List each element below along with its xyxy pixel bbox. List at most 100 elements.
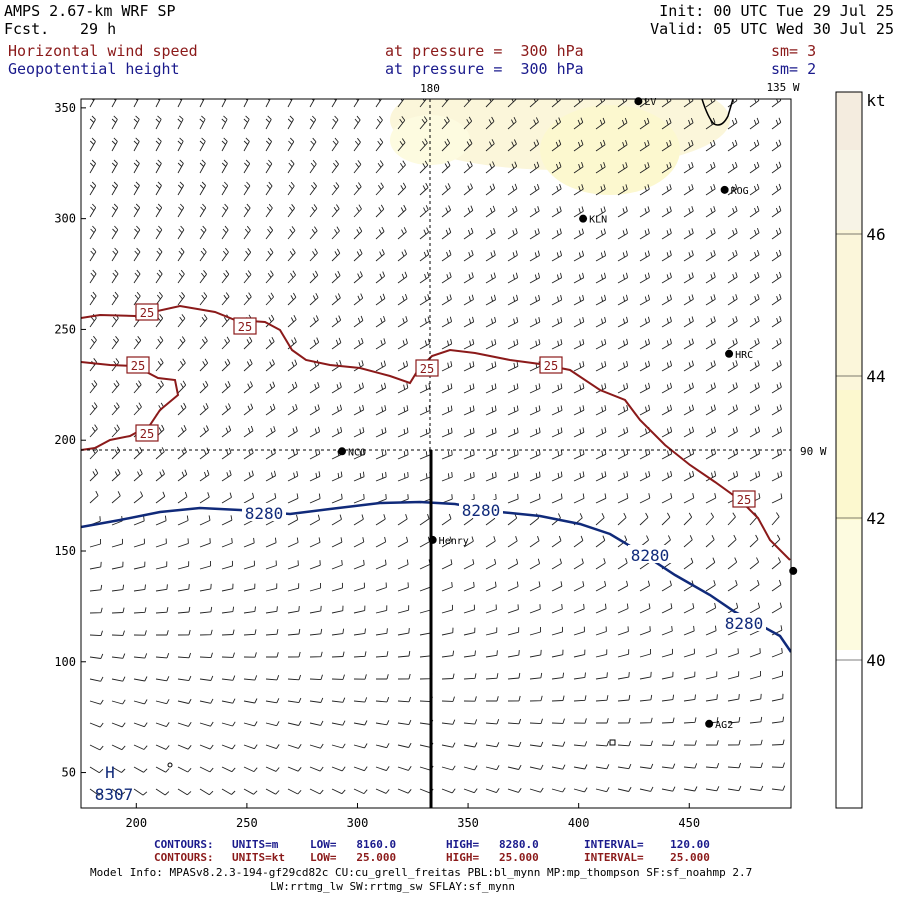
wind-barb (639, 694, 653, 702)
wind-barb (596, 718, 609, 724)
wind-barb (265, 698, 280, 704)
wind-barb (375, 338, 386, 350)
wind-barb (309, 605, 322, 614)
wind-barb (485, 205, 496, 218)
wind-barb (595, 580, 607, 592)
footer-interval-1: INTERVAL= 120.00 (584, 838, 710, 851)
wind-barb (595, 117, 606, 130)
wind-barb (133, 744, 148, 750)
wind-barb (485, 449, 497, 460)
wind-barb (397, 138, 406, 152)
wind-barb (111, 584, 125, 592)
wind-barb (221, 336, 230, 350)
wind-barb (661, 117, 672, 130)
wind-barb (177, 292, 185, 306)
wind-barb (199, 744, 214, 750)
wind-barb (309, 337, 320, 350)
wind-barb (749, 382, 760, 394)
wind-barb (243, 137, 250, 152)
wind-barb (243, 583, 256, 592)
wind-barb (309, 226, 318, 240)
wind-barb (529, 117, 539, 130)
wind-barb (683, 139, 694, 152)
wind-barb (727, 426, 738, 438)
wind-barb (529, 317, 541, 328)
wind-barb (705, 580, 716, 592)
wind-barb (331, 674, 345, 680)
wind-barb (331, 382, 342, 394)
wind-barb (89, 269, 97, 284)
wind-barb (375, 138, 384, 152)
wind-barb (89, 335, 97, 350)
wind-barb (155, 159, 162, 174)
wind-barb (199, 336, 208, 350)
wind-barb (419, 227, 430, 240)
wind-barb (287, 743, 302, 749)
wind-barb (573, 250, 585, 262)
wind-barb (617, 184, 628, 196)
station-dot (337, 447, 346, 456)
wind-barb (485, 650, 498, 658)
wind-barb (155, 225, 163, 240)
wind-barb (661, 140, 672, 152)
wind-barb (683, 360, 694, 372)
wind-barb (353, 115, 361, 130)
wind-barb (749, 579, 760, 592)
wind-barb (485, 161, 495, 174)
wind-barb (375, 226, 385, 240)
wind-barb (551, 695, 565, 702)
speed-contours (81, 304, 791, 561)
wind-barb (485, 742, 500, 748)
wind-barb (573, 493, 585, 504)
wind-barb (507, 383, 519, 394)
wind-barb (507, 787, 522, 793)
forecast-label: Fcst. (4, 20, 50, 38)
contour-labels: 25 25 25 25 25 25 25 8280 8280 8280 8280 (126, 303, 766, 633)
wind-barb (639, 140, 650, 152)
wind-barb (573, 449, 585, 460)
wind-barb (639, 448, 651, 460)
speed-label-box (233, 317, 257, 335)
wind-barb (551, 787, 566, 793)
wind-barb (771, 762, 785, 768)
wind-barb (683, 470, 695, 482)
station-dot (789, 566, 798, 575)
height-label-bg (628, 545, 672, 563)
wind-barb (155, 788, 170, 796)
wind-barb (331, 582, 343, 592)
wind-barb (573, 294, 585, 306)
wind-barb (661, 626, 673, 636)
wind-barb (177, 203, 185, 218)
wind-barb (265, 426, 276, 438)
wind-barb (243, 537, 255, 548)
wind-barb (705, 206, 716, 218)
wind-barb (177, 402, 187, 416)
wind-barb (156, 630, 169, 636)
wind-barb (595, 449, 607, 460)
wind-barb (441, 696, 455, 702)
wind-barb (463, 536, 474, 548)
wind-barb (639, 493, 651, 504)
wind-barb (507, 161, 518, 174)
wind-barb (265, 99, 271, 108)
wind-barb (331, 514, 342, 526)
wind-barb (573, 139, 584, 152)
wind-barb (573, 184, 584, 196)
wind-barb (243, 381, 253, 394)
height-contour-label: 8280 (462, 501, 501, 520)
wind-barb (771, 557, 781, 570)
wind-barb (287, 426, 298, 438)
wind-barb (441, 205, 452, 218)
wind-barb (617, 694, 631, 702)
wind-barb (705, 694, 718, 702)
wind-barb (551, 626, 563, 636)
wind-barb (243, 721, 258, 727)
wind-barb (243, 675, 258, 681)
colorbar-segment (836, 230, 862, 390)
wind-barb (243, 336, 253, 350)
wind-barb (221, 538, 233, 548)
wind-barb (155, 607, 169, 614)
wind-barb (287, 99, 293, 108)
wind-barb (265, 721, 280, 727)
wind-barb (617, 272, 629, 284)
